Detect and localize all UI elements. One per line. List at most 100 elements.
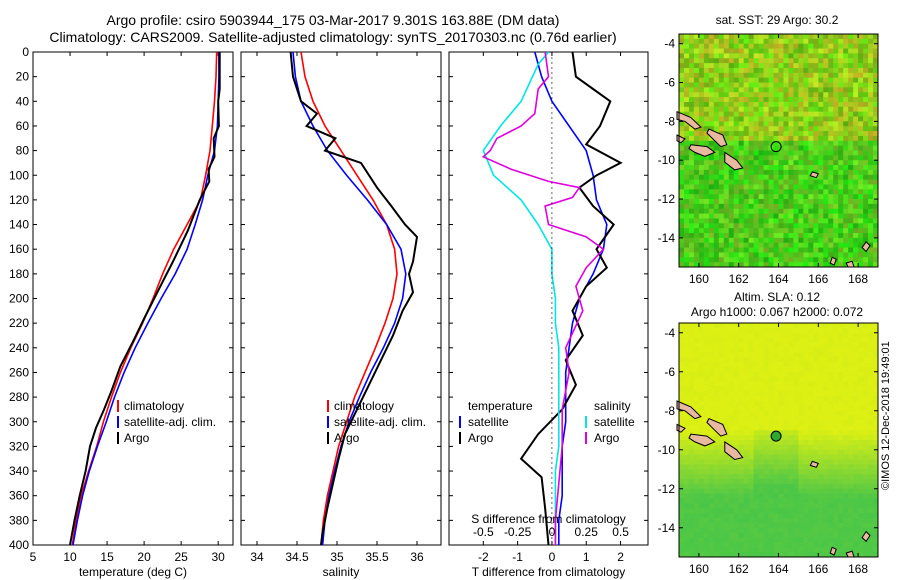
heatmap-cell <box>743 179 750 185</box>
heatmap-cell <box>723 237 730 244</box>
heatmap-cell <box>833 552 839 558</box>
heatmap-cell <box>858 72 864 79</box>
heatmap-cell <box>748 194 755 200</box>
heatmap-cell <box>718 43 725 49</box>
heatmap-cell <box>828 111 834 117</box>
heatmap-cell <box>798 67 804 74</box>
heatmap-cell <box>758 67 764 74</box>
heatmap-cell <box>808 223 814 229</box>
heatmap-cell <box>813 218 819 224</box>
heatmap-cell <box>858 53 864 59</box>
heatmap-cell <box>718 145 725 151</box>
heatmap-cell <box>728 145 735 151</box>
heatmap-cell <box>768 77 774 83</box>
heatmap-cell <box>683 362 690 368</box>
heatmap-cell <box>733 247 740 253</box>
heatmap-cell <box>748 552 755 558</box>
heatmap-cell <box>813 332 819 339</box>
heatmap-cell <box>838 160 844 166</box>
heatmap-cell <box>808 376 814 382</box>
heatmap-cell <box>863 223 869 229</box>
heatmap-cell <box>693 257 700 263</box>
heatmap-cell <box>728 405 735 412</box>
heatmap-cell <box>718 242 725 248</box>
heatmap-cell <box>823 440 829 446</box>
heatmap-cell <box>793 474 799 480</box>
heatmap-cell <box>793 362 799 368</box>
heatmap-cell <box>838 242 844 248</box>
x-tick-label: 160 <box>689 562 709 576</box>
heatmap-cell <box>758 425 764 431</box>
heatmap-cell <box>693 218 700 224</box>
heatmap-cell <box>858 435 864 441</box>
heatmap-cell <box>793 542 799 548</box>
heatmap-cell <box>703 203 710 210</box>
heatmap-cell <box>679 352 685 358</box>
heatmap-cell <box>708 228 715 234</box>
heatmap-cell <box>728 347 735 353</box>
heatmap-cell <box>683 342 690 348</box>
heatmap-cell <box>843 145 849 151</box>
heatmap-cell <box>743 366 750 373</box>
heatmap-cell <box>693 101 700 108</box>
heatmap-cell <box>718 342 725 348</box>
heatmap-cell <box>863 498 869 504</box>
heatmap-cell <box>803 179 809 185</box>
heatmap-cell <box>838 155 844 161</box>
heatmap-cell <box>843 223 849 229</box>
heatmap-cell <box>873 420 879 426</box>
heatmap-cell <box>833 223 839 229</box>
heatmap-cell <box>838 415 844 421</box>
heatmap-cell <box>853 135 859 142</box>
heatmap-cell <box>873 43 879 49</box>
heatmap-cell <box>798 150 804 156</box>
heatmap-cell <box>688 53 695 59</box>
heatmap-cell <box>838 150 844 156</box>
heatmap-cell <box>858 34 864 40</box>
heatmap-cell <box>748 479 755 485</box>
heatmap-cell <box>858 126 864 132</box>
heatmap-cell <box>723 92 730 98</box>
heatmap-cell <box>853 203 859 210</box>
heatmap-cell <box>748 145 755 151</box>
heatmap-cell <box>798 352 804 358</box>
heatmap-cell <box>868 228 874 234</box>
heatmap-cell <box>833 131 839 137</box>
heatmap-cell <box>763 518 769 524</box>
heatmap-cell <box>738 522 745 529</box>
heatmap-cell <box>788 53 794 59</box>
heatmap-cell <box>753 160 760 166</box>
y-tick-label: 40 <box>16 94 30 108</box>
heatmap-cell <box>793 184 799 190</box>
heatmap-cell <box>813 371 819 378</box>
heatmap-cell <box>848 547 854 553</box>
heatmap-cell <box>833 425 839 431</box>
heatmap-cell <box>753 537 760 543</box>
heatmap-cell <box>783 474 789 480</box>
heatmap-cell <box>773 63 779 69</box>
heatmap-cell <box>853 237 859 244</box>
heatmap-cell <box>863 48 869 54</box>
heatmap-cell <box>748 208 755 214</box>
heatmap-cell <box>808 189 814 195</box>
heatmap-cell <box>868 342 874 348</box>
heatmap-cell <box>793 396 799 402</box>
heatmap-cell <box>693 111 700 117</box>
heatmap-cell <box>843 410 849 417</box>
x-tick-label: 34 <box>250 550 264 564</box>
heatmap-cell <box>728 194 735 200</box>
heatmap-cell <box>728 332 735 339</box>
heatmap-cell <box>753 218 760 224</box>
heatmap-cell <box>718 63 725 69</box>
heatmap-cell <box>848 174 854 181</box>
heatmap-cell <box>708 386 715 392</box>
heatmap-cell <box>753 352 760 358</box>
heatmap-cell <box>738 160 745 166</box>
heatmap-cell <box>768 357 774 363</box>
heatmap-cell <box>858 459 864 465</box>
heatmap-cell <box>808 72 814 79</box>
heatmap-cell <box>733 233 740 239</box>
heatmap-cell <box>798 58 804 64</box>
heatmap-cell <box>868 366 874 373</box>
heatmap-cell <box>863 92 869 98</box>
